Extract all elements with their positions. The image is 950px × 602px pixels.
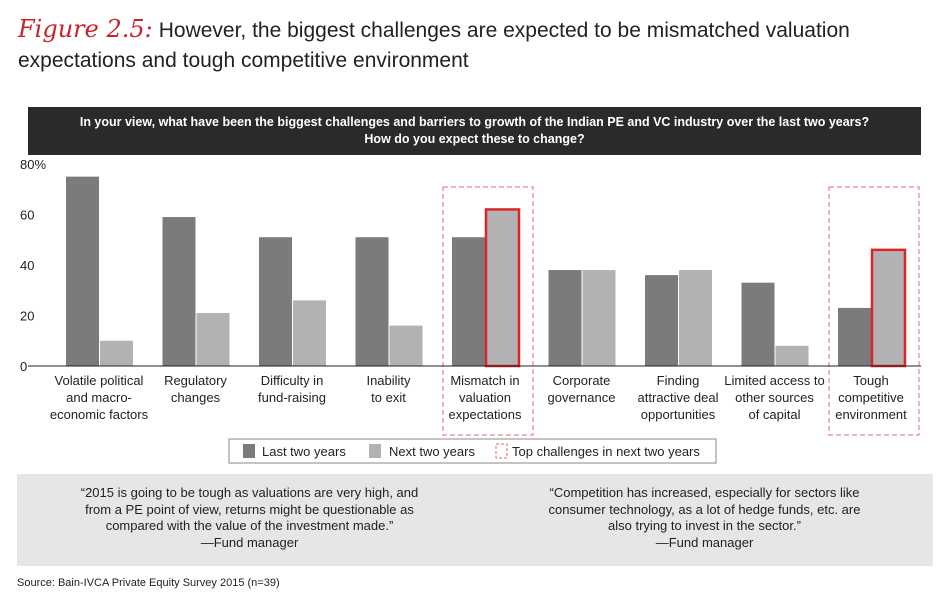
bar-last-two-years	[355, 237, 389, 366]
bar-next-two-years	[196, 312, 230, 366]
bar-last-two-years	[741, 282, 775, 366]
figure-title: Figure 2.5: However, the biggest challeng…	[18, 14, 938, 76]
x-category-label: Inability	[366, 373, 411, 388]
quote-1: “2015 is going to be tough as valuations…	[77, 485, 422, 551]
bar-last-two-years	[645, 275, 678, 366]
survey-question-line-1: In your view, what have been the biggest…	[79, 115, 870, 129]
quote-1-line-3: compared with the value of the investmen…	[105, 518, 394, 533]
bar-chart: 0 20 40 60 80% Volatile political and macro-ec…	[20, 157, 921, 464]
x-category-label: other sources	[735, 390, 814, 405]
quote-1-attribution: —Fund manager	[200, 534, 299, 550]
bar-last-two-years	[259, 237, 292, 366]
bar-next-two-years	[100, 340, 133, 366]
y-tick-label: 60	[20, 208, 34, 223]
bar-next-two-years	[870, 248, 907, 368]
legend-label: Top challenges in next two years	[512, 444, 700, 459]
x-category-label: Tough	[853, 373, 888, 388]
bar-last-two-years	[162, 217, 196, 366]
quote-2-line-1: “Competition has increased, especially f…	[549, 485, 860, 500]
legend-label: Last two years	[262, 444, 346, 459]
quote-2: “Competition has increased, especially f…	[532, 485, 877, 551]
quote-1-line-2: from a PE point of view, returns might b…	[85, 501, 414, 517]
legend-label: Next two years	[389, 444, 475, 459]
highlight-box	[828, 186, 920, 436]
bar-next-two-years	[389, 325, 423, 366]
x-category-label: to exit	[371, 390, 406, 405]
y-tick-label: 20	[20, 309, 34, 324]
legend-swatch-last	[243, 444, 255, 458]
x-category-label: Mismatch in	[450, 373, 519, 388]
x-category-label: of capital	[748, 407, 800, 422]
y-tick-label: 40	[20, 258, 34, 273]
bar-next-two-years	[582, 270, 616, 366]
quotes-panel: “2015 is going to be tough as valuations…	[17, 474, 933, 566]
source-note: Source: Bain-IVCA Private Equity Survey …	[17, 577, 280, 589]
x-category-label: and macro-	[66, 390, 132, 405]
x-category-label: valuation	[459, 390, 511, 405]
bar-last-two-years	[548, 270, 582, 366]
x-category-label: attractive deal	[638, 390, 719, 405]
bar-last-two-years	[452, 237, 485, 366]
legend-swatch-next	[369, 444, 381, 458]
bar-next-two-years	[293, 300, 326, 366]
x-category-label: opportunities	[641, 407, 716, 422]
x-category-label: fund-raising	[258, 390, 326, 405]
x-category-label: governance	[548, 390, 616, 405]
x-category-label: Limited access to	[724, 373, 824, 388]
survey-question-line-2: How do you expect these to change?	[364, 132, 585, 146]
figure-label: Figure 2.5:	[18, 15, 153, 43]
bar-next-two-years	[484, 208, 521, 368]
figure-title-text: However, the biggest challenges are expe…	[18, 19, 850, 72]
y-tick-label: 80%	[20, 157, 46, 172]
survey-question-banner: In your view, what have been the biggest…	[28, 107, 921, 155]
bar-next-two-years	[679, 270, 712, 366]
x-category-label: Finding	[657, 373, 700, 388]
quote-2-line-2: consumer technology, as a lot of hedge f…	[548, 501, 861, 517]
x-category-label: environment	[835, 407, 907, 422]
x-category-label: Difficulty in	[261, 373, 324, 388]
bar-last-two-years	[838, 307, 871, 366]
x-category-label: Corporate	[553, 373, 611, 388]
bar-last-two-years	[66, 176, 99, 366]
quote-2-attribution: —Fund manager	[655, 534, 754, 550]
highlight-box	[442, 186, 534, 436]
y-tick-label: 0	[20, 359, 27, 374]
quote-2-line-3: also trying to invest in the sector.”	[608, 518, 801, 533]
x-category-label: expectations	[449, 407, 522, 422]
x-category-label: competitive	[838, 390, 904, 405]
bar-next-two-years	[775, 345, 809, 366]
x-category-label: Volatile political	[55, 373, 144, 388]
x-category-label: Regulatory	[164, 373, 227, 388]
x-category-label: changes	[171, 390, 221, 405]
x-category-label: economic factors	[50, 407, 149, 422]
quote-1-line-1: “2015 is going to be tough as valuations…	[80, 485, 419, 500]
legend-swatch-highlight	[495, 443, 508, 459]
legend-box	[228, 438, 717, 464]
